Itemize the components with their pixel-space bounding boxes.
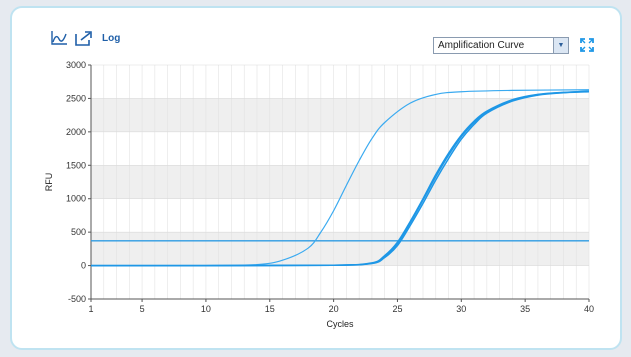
y-tick-label: 500 [71,227,86,237]
view-select-value: Amplification Curve [438,40,525,51]
x-axis-label: Cycles [326,319,354,329]
x-tick-label: 15 [265,304,275,314]
x-tick-label: 10 [201,304,211,314]
y-tick-label: 2500 [66,93,86,103]
y-tick-label: 1500 [66,160,86,170]
y-axis-label: RFU [44,173,54,192]
export-icon[interactable] [74,30,94,46]
x-tick-label: 30 [456,304,466,314]
grid-band [91,165,589,199]
y-tick-label: 2000 [66,127,86,137]
x-tick-label: 5 [140,304,145,314]
x-tick-label: 35 [520,304,530,314]
line-chart-icon[interactable] [50,30,68,46]
y-tick-label: 1000 [66,194,86,204]
log-scale-button[interactable]: Log [102,32,121,44]
chart-toolbar: Log [50,30,120,46]
expand-icon[interactable] [580,38,594,57]
amplification-curve [90,90,590,267]
grid-band [91,232,589,266]
y-tick-label: 0 [81,261,86,271]
y-tick-label: 3000 [66,60,86,70]
x-tick-label: 25 [392,304,402,314]
view-select-dropdown[interactable]: Amplification Curve ▼ [433,37,569,54]
y-tick-label: -500 [68,294,86,304]
x-tick-label: 1 [88,304,93,314]
x-tick-label: 40 [584,304,594,314]
dropdown-arrow-icon[interactable]: ▼ [553,38,568,53]
grid-band [91,98,589,132]
x-tick-label: 20 [329,304,339,314]
